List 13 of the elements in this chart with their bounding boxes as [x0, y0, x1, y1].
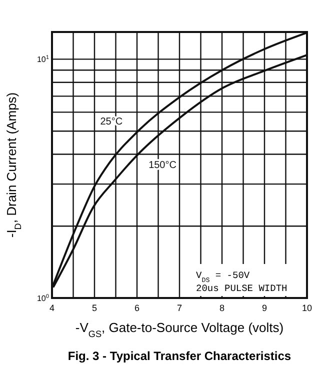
- text: Fig. 3 - Typical Transfer Characteristics: [68, 349, 292, 363]
- x-tick-label: 9: [262, 303, 268, 313]
- x-tick-label: 5: [92, 303, 98, 313]
- x-tick-label: 7: [176, 303, 182, 313]
- y-tick-label: 10$^{1}$: [36, 55, 49, 64]
- x-tick-label: 10: [302, 303, 312, 313]
- x-tick-label: 8: [219, 303, 225, 313]
- y-tick-label: 10$^{0}$: [36, 294, 49, 303]
- x-axis-title: -V$_{GS}$, Gate-to-Source Voltage (volts): [75, 320, 284, 339]
- annotation: 20us PULSE WIDTH: [196, 283, 288, 294]
- x-tick-label: 6: [134, 303, 140, 313]
- annotation: V$_{DS}$ = -50V: [196, 270, 250, 284]
- x-tick-label: 4: [49, 303, 55, 313]
